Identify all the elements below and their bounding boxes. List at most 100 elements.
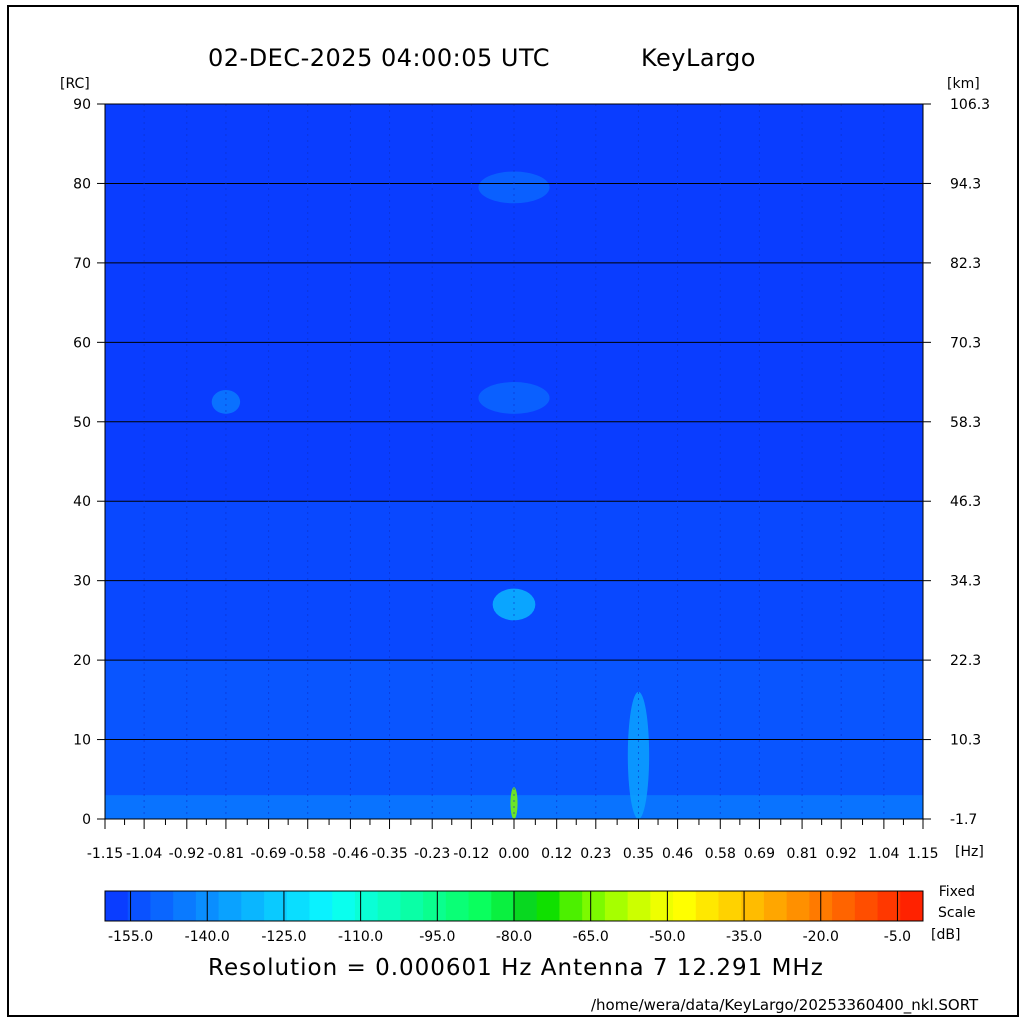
colorbar-note-line2: Scale bbox=[938, 905, 976, 921]
chart-frame bbox=[7, 5, 1019, 1017]
y-tick-label: 20 bbox=[73, 653, 91, 669]
colorbar-swatch bbox=[332, 891, 356, 921]
colorbar-swatch bbox=[309, 891, 333, 921]
colorbar-tick-label: -155.0 bbox=[108, 929, 153, 945]
colorbar-swatch bbox=[241, 891, 265, 921]
colorbar-swatch bbox=[604, 891, 629, 921]
heatmap-feature bbox=[478, 382, 550, 414]
y-axis-unit-left: [RC] bbox=[60, 76, 90, 92]
x-tick-label: 0.58 bbox=[705, 846, 736, 862]
y-tick-label-right: 106.3 bbox=[950, 97, 990, 113]
x-tick-label: -0.58 bbox=[290, 846, 326, 862]
colorbar-swatch bbox=[286, 891, 310, 921]
colorbar-swatch bbox=[173, 891, 197, 921]
y-tick-label: 90 bbox=[73, 97, 91, 113]
chart-title-site: KeyLargo bbox=[641, 44, 756, 72]
x-tick-label: -1.04 bbox=[126, 846, 162, 862]
x-tick-label: 0.23 bbox=[580, 846, 611, 862]
y-tick-label-right: 82.3 bbox=[950, 256, 981, 272]
y-tick-label: 60 bbox=[73, 335, 91, 351]
y-tick-label: 40 bbox=[73, 494, 91, 510]
y-tick-label: 30 bbox=[73, 574, 91, 590]
colorbar-swatch bbox=[218, 891, 242, 921]
x-tick-label: 1.15 bbox=[907, 846, 938, 862]
x-tick-label: -0.12 bbox=[453, 846, 489, 862]
colorbar-swatch bbox=[650, 891, 674, 921]
y-tick-label: 80 bbox=[73, 176, 91, 192]
colorbar-swatch bbox=[854, 891, 879, 921]
x-tick-label: -0.35 bbox=[371, 846, 407, 862]
colorbar-swatch bbox=[377, 891, 401, 921]
x-tick-label: 0.46 bbox=[662, 846, 693, 862]
colorbar-swatch bbox=[400, 891, 424, 921]
colorbar-tick-label: -110.0 bbox=[338, 929, 383, 945]
y-tick-label-right: 10.3 bbox=[950, 733, 981, 749]
colorbar-swatch bbox=[900, 891, 924, 921]
colorbar-tick-label: -80.0 bbox=[496, 929, 532, 945]
x-tick-label: -0.23 bbox=[414, 846, 450, 862]
colorbar-note: Fixed Scale bbox=[938, 882, 976, 924]
colorbar-tick-label: -20.0 bbox=[803, 929, 839, 945]
colorbar-swatch bbox=[763, 891, 788, 921]
x-tick-label: -0.69 bbox=[250, 846, 286, 862]
heatmap-feature bbox=[211, 390, 241, 414]
colorbar-swatch bbox=[627, 891, 651, 921]
y-tick-label: 0 bbox=[82, 812, 91, 828]
colorbar-note-line1: Fixed bbox=[938, 884, 975, 900]
colorbar-tick-label: -5.0 bbox=[884, 929, 911, 945]
x-tick-label: 0.69 bbox=[744, 846, 775, 862]
heatmap-feature bbox=[478, 171, 550, 204]
chart-title-datetime: 02-DEC-2025 04:00:05 UTC bbox=[208, 44, 550, 72]
colorbar-swatch bbox=[559, 891, 583, 921]
x-tick-label: 0.92 bbox=[826, 846, 857, 862]
x-tick-label: 0.12 bbox=[541, 846, 572, 862]
colorbar-swatch bbox=[127, 891, 151, 921]
colorbar-swatch bbox=[264, 891, 288, 921]
colorbar-tick-label: -50.0 bbox=[649, 929, 685, 945]
y-tick-label: 10 bbox=[73, 733, 91, 749]
colorbar-swatch bbox=[354, 891, 379, 921]
colorbar-swatch bbox=[786, 891, 810, 921]
colorbar-tick-label: -125.0 bbox=[261, 929, 306, 945]
y-tick-label-right: 22.3 bbox=[950, 653, 981, 669]
y-tick-label-right: 46.3 bbox=[950, 494, 981, 510]
colorbar-swatch bbox=[582, 891, 606, 921]
y-tick-label-right: 58.3 bbox=[950, 415, 981, 431]
colorbar-tick-label: -140.0 bbox=[185, 929, 230, 945]
y-tick-label-right: 94.3 bbox=[950, 176, 981, 192]
colorbar-tick-label: -35.0 bbox=[726, 929, 762, 945]
x-tick-label: 0.00 bbox=[498, 846, 529, 862]
colorbar-swatch bbox=[695, 891, 719, 921]
file-path: /home/wera/data/KeyLargo/20253360400_nkl… bbox=[591, 996, 979, 1014]
x-tick-label: 0.81 bbox=[786, 846, 817, 862]
heatmap-feature bbox=[627, 691, 650, 819]
x-tick-label: -1.15 bbox=[87, 846, 123, 862]
colorbar-swatch bbox=[718, 891, 742, 921]
y-tick-label: 50 bbox=[73, 415, 91, 431]
colorbar-swatch bbox=[423, 891, 447, 921]
y-tick-label-right: -1.7 bbox=[950, 812, 977, 828]
y-tick-label: 70 bbox=[73, 256, 91, 272]
heatmap-feature bbox=[492, 588, 536, 621]
x-tick-label: -0.46 bbox=[332, 846, 368, 862]
x-tick-label: 0.35 bbox=[623, 846, 654, 862]
colorbar-swatch bbox=[491, 891, 515, 921]
colorbar-tick-label: -65.0 bbox=[573, 929, 609, 945]
colorbar-swatch bbox=[150, 891, 174, 921]
x-axis-unit: [Hz] bbox=[955, 844, 984, 860]
colorbar-swatch bbox=[468, 891, 492, 921]
colorbar-swatch bbox=[514, 891, 538, 921]
colorbar-swatch bbox=[445, 891, 470, 921]
resolution-label: Resolution = 0.000601 Hz Antenna 7 12.29… bbox=[208, 955, 824, 981]
colorbar-swatch bbox=[673, 891, 697, 921]
colorbar-swatch bbox=[877, 891, 901, 921]
x-tick-label: 1.04 bbox=[868, 846, 899, 862]
colorbar-swatch bbox=[832, 891, 856, 921]
heatmap-feature bbox=[510, 787, 518, 819]
colorbar-unit: [dB] bbox=[931, 927, 961, 943]
colorbar-swatch bbox=[741, 891, 765, 921]
colorbar-swatch bbox=[105, 891, 129, 921]
x-tick-label: -0.81 bbox=[208, 846, 244, 862]
x-tick-label: -0.92 bbox=[169, 846, 205, 862]
